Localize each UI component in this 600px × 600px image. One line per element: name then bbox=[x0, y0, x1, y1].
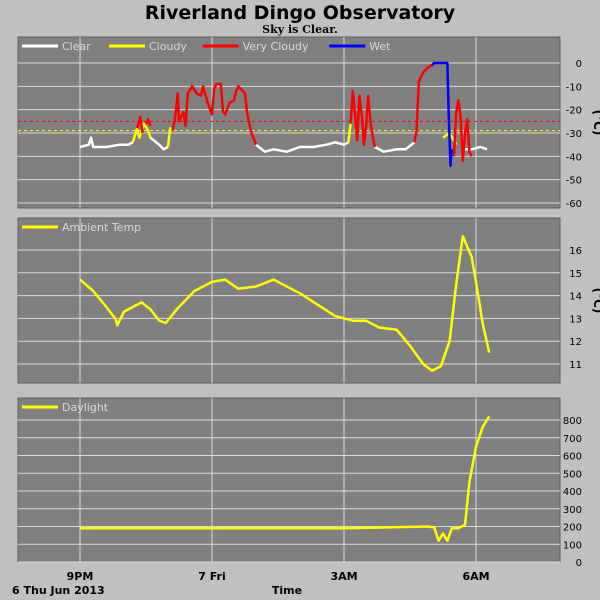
y-tick-label: 200 bbox=[563, 523, 582, 534]
y-tick-label: 13 bbox=[569, 314, 582, 325]
y-tick-label: -40 bbox=[566, 152, 582, 163]
y-tick-label: 16 bbox=[569, 246, 582, 257]
series-line-very-cloudy bbox=[452, 99, 473, 163]
x-axis-title: Time bbox=[272, 584, 302, 597]
chart-title: Riverland Dingo Observatory bbox=[145, 2, 456, 24]
x-tick-label: 6AM bbox=[462, 570, 489, 583]
y-tick-label: 400 bbox=[563, 487, 582, 498]
series-line-clear bbox=[255, 141, 349, 153]
series-line-daylight bbox=[80, 415, 491, 542]
legend-label: Clear bbox=[62, 40, 91, 53]
date-label: 6 Thu Jun 2013 bbox=[12, 584, 105, 597]
y-tick-label: 11 bbox=[569, 360, 582, 371]
y-tick-label: -60 bbox=[566, 199, 582, 210]
legend-label: Cloudy bbox=[149, 40, 187, 53]
series-line-very-cloudy bbox=[413, 64, 433, 143]
x-tick-label: 7 Fri bbox=[198, 570, 226, 583]
y-tick-label: 12 bbox=[569, 337, 582, 348]
series-line-very-cloudy bbox=[135, 115, 144, 134]
y-tick-label: -10 bbox=[566, 82, 582, 93]
y-tick-label: 14 bbox=[569, 292, 582, 303]
legend-label: Very Cloudy bbox=[243, 40, 309, 53]
series-line-very-cloudy bbox=[349, 89, 377, 148]
series-line-wet bbox=[431, 61, 454, 167]
series-line-cloudy bbox=[347, 123, 352, 143]
series-line-clear bbox=[374, 141, 416, 153]
series-line-ambient-temp bbox=[79, 235, 491, 373]
y-tick-label: 15 bbox=[569, 269, 582, 280]
y-tick-label: 100 bbox=[563, 540, 582, 551]
y-tick-label: 500 bbox=[563, 469, 582, 480]
y-axis-unit: (°C) bbox=[591, 110, 600, 136]
plot-panel-daylight bbox=[17, 397, 561, 563]
y-tick-label: -50 bbox=[566, 176, 582, 187]
legend-label: Daylight bbox=[62, 401, 109, 414]
y-tick-label: 800 bbox=[563, 416, 582, 427]
chart-subtitle: Sky is Clear. bbox=[262, 23, 338, 36]
series-line-clear bbox=[79, 136, 134, 149]
legend-label: Ambient Temp bbox=[62, 221, 141, 234]
x-tick-label: 3AM bbox=[330, 570, 357, 583]
y-tick-label: 600 bbox=[563, 452, 582, 463]
y-tick-label: -20 bbox=[566, 106, 582, 117]
series-line-clear bbox=[149, 136, 169, 151]
y-axis-unit: (°C) bbox=[591, 288, 600, 314]
y-tick-label: 700 bbox=[563, 434, 582, 445]
x-tick-label: 9PM bbox=[67, 570, 94, 583]
y-tick-label: -30 bbox=[566, 129, 582, 140]
series-line-very-cloudy bbox=[171, 82, 258, 146]
series-line-clear bbox=[462, 145, 488, 151]
y-tick-label: 0 bbox=[576, 59, 582, 70]
y-tick-label: 300 bbox=[563, 505, 582, 516]
series-line-very-cloudy bbox=[144, 117, 152, 127]
legend-label: Wet bbox=[369, 40, 391, 53]
y-tick-label: 0 bbox=[576, 558, 582, 569]
plot-panel-ambient bbox=[17, 217, 561, 384]
